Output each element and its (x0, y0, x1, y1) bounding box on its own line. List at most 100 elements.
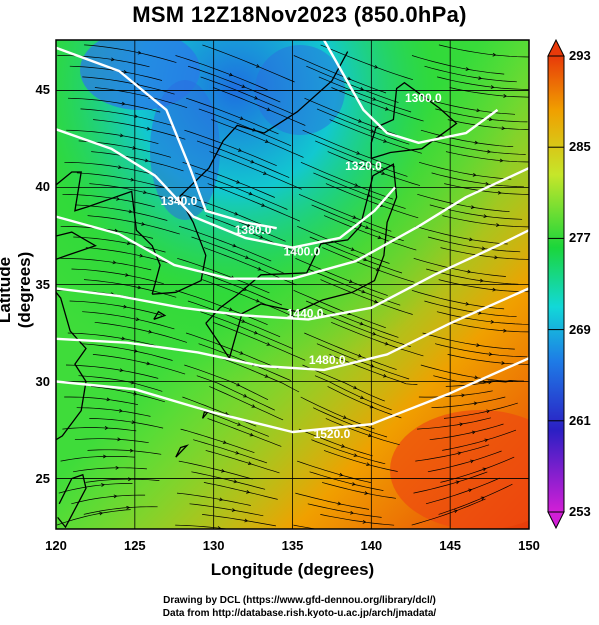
streamline-arrow (470, 459, 475, 464)
streamline-arrow (137, 50, 142, 55)
streamline (73, 236, 166, 253)
streamline (202, 44, 295, 83)
lat-lon-grid (56, 40, 529, 529)
streamline (212, 87, 306, 126)
streamline-arrow (239, 116, 244, 120)
streamline-arrow (481, 246, 486, 251)
streamline-arrow (483, 214, 488, 218)
streamline-arrow (112, 260, 117, 265)
streamline (325, 418, 400, 446)
streamline-arrow (253, 330, 258, 335)
streamline-arrow (487, 149, 492, 154)
streamline (92, 354, 186, 375)
credit-line-data: Data from http://database.rish.kyoto-u.a… (162, 608, 437, 619)
streamline (295, 492, 370, 510)
streamline-arrow (235, 450, 240, 455)
streamline (302, 364, 385, 402)
streamline-arrow (245, 255, 250, 259)
coastline-1 (370, 81, 458, 160)
streamline (187, 65, 281, 103)
streamline (189, 503, 264, 517)
coastline-9 (153, 310, 167, 321)
streamline-arrow (241, 319, 246, 323)
streamline (331, 87, 424, 122)
streamline (431, 396, 506, 409)
streamline-arrow (336, 531, 339, 534)
streamline (82, 311, 175, 330)
streamline-arrow (237, 148, 242, 152)
x-tick-label: 140 (360, 538, 383, 553)
streamline-arrow (365, 225, 370, 230)
streamline (207, 183, 301, 222)
x-tick-label: 120 (45, 538, 67, 553)
streamline-arrow (360, 395, 365, 399)
streamline (320, 279, 413, 315)
streamline (202, 514, 276, 527)
streamline (413, 257, 506, 277)
streamline (64, 161, 157, 176)
colorbar-tick-label: 269 (569, 321, 591, 337)
streamline (422, 97, 516, 115)
streamline (438, 279, 529, 293)
streamline (327, 151, 421, 186)
streamline-arrow (467, 269, 472, 274)
streamline-arrow (246, 490, 251, 494)
streamline-arrow (356, 151, 361, 155)
streamline (426, 268, 519, 285)
streamline (442, 215, 529, 228)
streamline-arrow (364, 491, 369, 495)
plot-frame (55, 39, 530, 530)
streamline-arrow (382, 373, 387, 378)
streamline (431, 172, 524, 188)
streamline-arrow (236, 382, 241, 387)
streamline-arrow (465, 301, 470, 306)
streamline (436, 311, 529, 325)
streamline-arrow (470, 205, 475, 209)
streamline-arrow (117, 437, 122, 442)
colorbar-bottom-arrow (547, 511, 565, 530)
streamline-arrow (123, 70, 128, 74)
streamline-arrow (455, 480, 460, 485)
streamline (94, 321, 188, 343)
streamline (417, 417, 491, 430)
colorbar-tick-label: 277 (569, 230, 591, 246)
streamline (305, 300, 399, 338)
streamline-arrow (148, 329, 153, 334)
streamline-arrow (144, 158, 149, 163)
streamline-arrow (221, 468, 226, 473)
streamline-arrow (130, 177, 135, 182)
streamline-arrow (368, 161, 373, 165)
streamline-arrow (102, 454, 107, 459)
streamline-arrow (119, 133, 124, 138)
streamline-arrow (372, 331, 377, 336)
streamline (91, 151, 184, 172)
coastlines (56, 51, 458, 529)
streamline-arrow (350, 510, 355, 515)
streamline-arrow (263, 171, 268, 175)
height-contours: 1440.0 1480.0 1520.0 1400.0 1320.0 1380.0 1340… (56, 40, 529, 441)
streamline (322, 482, 396, 499)
streamline (85, 247, 179, 267)
height-contour-2 (56, 167, 529, 280)
streamline (175, 55, 268, 91)
streamline-arrow (255, 298, 260, 303)
streamline-arrow (468, 488, 473, 493)
streamline-arrow (233, 479, 238, 484)
streamline (304, 332, 397, 370)
streamline-arrow (469, 237, 474, 242)
streamline (211, 119, 304, 158)
streamline (411, 498, 486, 526)
streamline-arrow (244, 518, 249, 523)
contour-label: 1320.0 (345, 159, 382, 173)
streamline-arrow (480, 496, 485, 501)
streamline (447, 119, 529, 130)
streamline (315, 140, 408, 177)
streamline-arrow (114, 228, 119, 233)
streamline (89, 183, 182, 203)
height-contour-4 (56, 287, 529, 372)
streamline (327, 386, 402, 419)
height-contour-5 (56, 357, 529, 434)
streamline-arrow (266, 342, 271, 346)
streamline (71, 494, 146, 505)
